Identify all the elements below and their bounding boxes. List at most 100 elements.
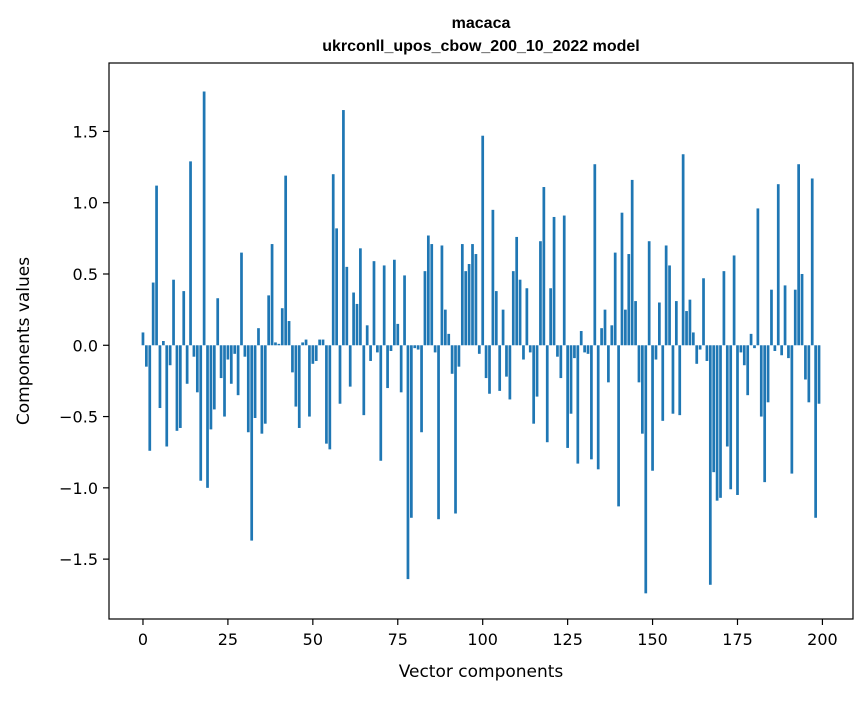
bar [770, 289, 773, 346]
bar [532, 345, 536, 424]
bar [172, 279, 175, 346]
bar [284, 175, 288, 346]
bar [182, 291, 186, 346]
bar [229, 345, 233, 384]
bar [634, 301, 637, 346]
bar [372, 261, 376, 346]
bar [739, 345, 743, 353]
bar [365, 325, 369, 346]
bar [148, 345, 152, 451]
y-tick-label: 1.0 [73, 194, 98, 213]
bar [410, 345, 413, 518]
bar [505, 345, 508, 377]
bar [430, 244, 434, 346]
bar [287, 321, 291, 346]
bar [403, 275, 406, 346]
bar [321, 339, 325, 346]
bar [192, 345, 196, 357]
plot-area-frame [108, 62, 854, 620]
bar [145, 345, 148, 367]
bar [688, 299, 692, 346]
bar [627, 254, 631, 346]
chart-subtitle: ukrconll_upos_cbow_200_10_2022 model [322, 38, 639, 55]
bar [749, 333, 753, 346]
bar [168, 345, 172, 366]
bar [369, 345, 372, 361]
bar [678, 345, 682, 416]
bar [647, 241, 651, 346]
bar [613, 252, 617, 346]
bar [535, 345, 539, 397]
bar [508, 345, 512, 400]
bar [729, 345, 733, 490]
bar [413, 345, 417, 349]
bar [685, 311, 688, 346]
bar [753, 345, 756, 349]
x-tick-label: 200 [807, 630, 838, 649]
y-axis-label: Components values [14, 257, 34, 425]
x-tick-label: 50 [303, 630, 323, 649]
bar [705, 345, 709, 361]
bar [600, 328, 603, 346]
bar [396, 323, 400, 346]
bar [158, 345, 162, 409]
bar [725, 345, 729, 447]
bar [399, 345, 403, 393]
bar [280, 308, 284, 346]
bar [212, 345, 216, 410]
bar [603, 309, 607, 346]
bar [528, 345, 532, 353]
bar [331, 174, 335, 346]
bar [206, 345, 209, 488]
bar [291, 345, 294, 373]
bar [661, 345, 665, 421]
bar [294, 345, 298, 407]
bar [766, 345, 770, 403]
bar [525, 288, 529, 346]
bar [797, 164, 800, 346]
bar [189, 161, 192, 346]
bar [423, 271, 427, 346]
bar [746, 345, 750, 396]
bar [460, 244, 464, 346]
bar [477, 345, 481, 354]
bar [501, 309, 505, 346]
bar [345, 266, 349, 346]
bar [484, 345, 488, 379]
bar [342, 110, 345, 346]
y-tick-label: −0.5 [59, 408, 98, 427]
bar [338, 345, 342, 404]
bar [348, 345, 352, 387]
bar [362, 345, 366, 416]
bar [488, 345, 491, 394]
bar [471, 244, 474, 346]
bar [817, 345, 821, 404]
bar [783, 285, 787, 346]
bar [406, 345, 410, 580]
bar [708, 345, 712, 585]
bar [579, 331, 583, 346]
bar [790, 345, 794, 474]
bar [573, 345, 576, 359]
bar [552, 216, 556, 346]
bar [328, 345, 332, 450]
bar [335, 228, 338, 346]
bar [386, 345, 389, 389]
bar [426, 235, 430, 346]
bar [702, 278, 705, 346]
x-axis-ticks: 0 25 50 75 100 125 150 175 200 [138, 619, 838, 649]
bar [250, 345, 254, 541]
bar [352, 292, 355, 346]
bar [301, 342, 304, 346]
bar [712, 345, 716, 473]
bar [668, 265, 671, 346]
bar [297, 345, 301, 428]
bar [719, 345, 722, 498]
bar [637, 345, 641, 383]
y-axis-ticks: −1.5 −1.0 −0.5 0.0 0.5 1.0 1.5 [59, 122, 109, 569]
bar [178, 345, 182, 428]
bar [793, 289, 797, 346]
bar [742, 345, 746, 366]
bar [545, 345, 549, 443]
bar [807, 345, 811, 403]
